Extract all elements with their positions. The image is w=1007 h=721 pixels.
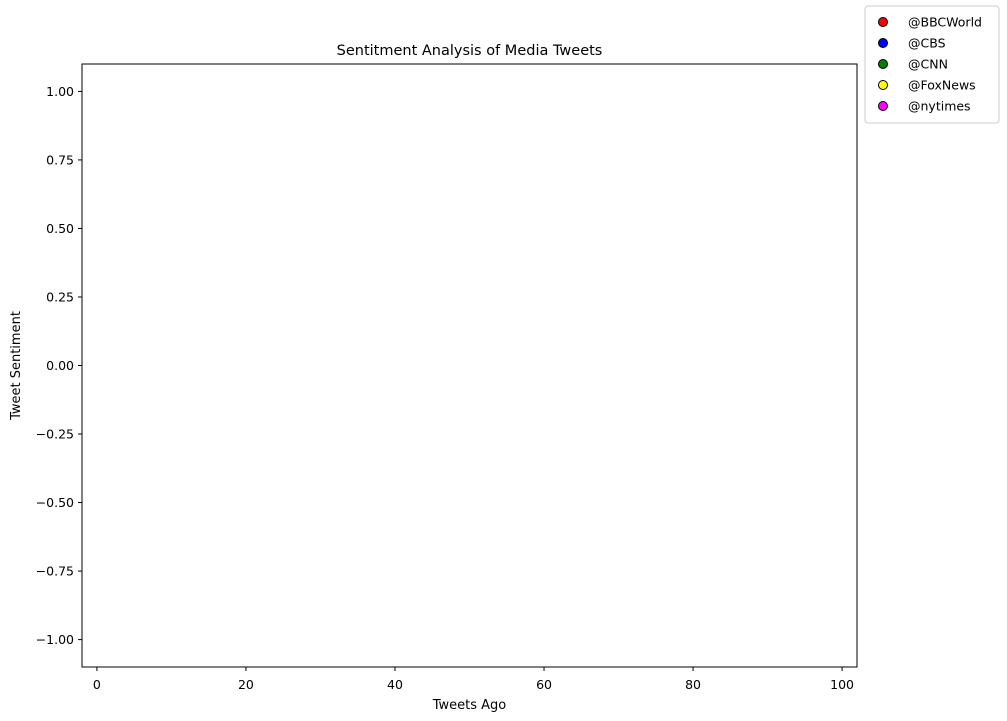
legend-entry: @CNN <box>878 57 948 72</box>
legend-marker <box>878 59 888 69</box>
legend-entry: @BBCWorld <box>878 15 982 30</box>
y-tick-label: 0.50 <box>46 221 74 236</box>
x-tick-label: 80 <box>685 677 701 692</box>
legend: @BBCWorld @CBS @CNN @FoxNews @nytimes <box>864 5 1000 124</box>
plot-frame <box>81 63 858 668</box>
legend-label: @FoxNews <box>908 78 976 93</box>
x-axis-label: Tweets Ago <box>432 698 507 713</box>
y-axis: 1.00 0.75 0.50 0.25 0.00 −0.25 −0.50 −0.75 −1.00 <box>36 84 82 647</box>
legend-label: @nytimes <box>908 99 971 114</box>
legend-marker <box>878 38 888 48</box>
legend-label: @CNN <box>908 57 948 72</box>
x-axis: 0 20 40 60 80 100 <box>93 667 854 692</box>
legend-entry: @nytimes <box>878 99 971 114</box>
x-tick-label: 60 <box>536 677 552 692</box>
x-tick-label: 40 <box>387 677 403 692</box>
y-tick-label: −0.25 <box>36 427 74 442</box>
y-axis-label: Tweet Sentiment <box>9 311 24 421</box>
y-tick-label: 0.75 <box>46 152 74 167</box>
legend-marker <box>878 101 888 111</box>
y-tick-label: −1.00 <box>36 632 74 647</box>
chart-title: Sentitment Analysis of Media Tweets <box>337 43 603 59</box>
legend-marker <box>878 80 888 90</box>
y-tick-label: 0.00 <box>46 358 74 373</box>
plot-area <box>81 63 858 668</box>
y-tick-label: 1.00 <box>46 84 74 99</box>
y-tick-label: 0.25 <box>46 289 74 304</box>
legend-marker <box>878 17 888 27</box>
legend-entry: @CBS <box>878 36 946 51</box>
legend-label: @CBS <box>908 36 946 51</box>
x-tick-label: 100 <box>830 677 854 692</box>
legend-entry: @FoxNews <box>878 78 976 93</box>
y-tick-label: −0.50 <box>36 495 74 510</box>
legend-frame <box>864 5 1000 124</box>
legend-label: @BBCWorld <box>908 15 982 30</box>
y-tick-label: −0.75 <box>36 564 74 579</box>
x-tick-label: 0 <box>93 677 101 692</box>
x-tick-label: 20 <box>238 677 254 692</box>
